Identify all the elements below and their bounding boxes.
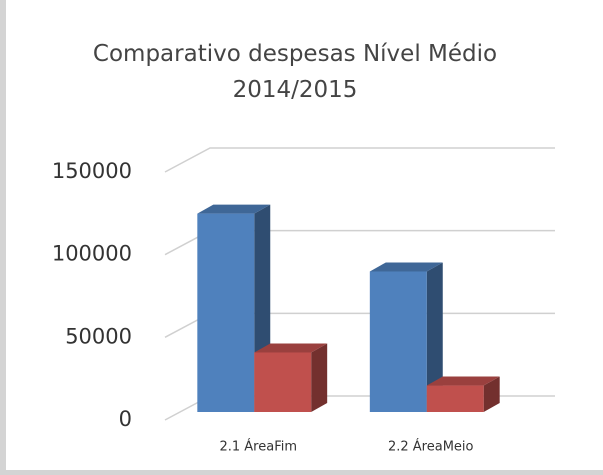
frame-edge <box>0 0 6 475</box>
x-tick-label: 2.1 ÁreaFim <box>219 439 297 455</box>
bar-front <box>254 352 312 412</box>
bar-front <box>369 271 427 412</box>
x-tick-label: 2.2 ÁreaMeio <box>388 439 474 455</box>
y-tick-label: 0 <box>119 407 132 431</box>
bar-front <box>197 213 255 412</box>
bar-top <box>369 262 443 272</box>
bar-side <box>426 262 443 412</box>
bar-top <box>426 376 500 386</box>
bar <box>369 262 443 412</box>
bar-side <box>483 376 500 412</box>
y-tick-label: 100000 <box>52 242 132 266</box>
bar-front <box>426 385 484 412</box>
bar <box>254 343 328 412</box>
frame-edge <box>0 470 603 475</box>
bar-side <box>311 343 328 412</box>
y-tick-label: 150000 <box>52 159 132 183</box>
bar <box>426 376 500 412</box>
chart-title: Comparativo despesas Nível Médio 2014/20… <box>92 41 498 103</box>
bar-top <box>197 204 271 214</box>
bar-top <box>254 343 328 353</box>
grid-line <box>164 147 555 173</box>
y-tick-label: 50000 <box>65 324 132 348</box>
